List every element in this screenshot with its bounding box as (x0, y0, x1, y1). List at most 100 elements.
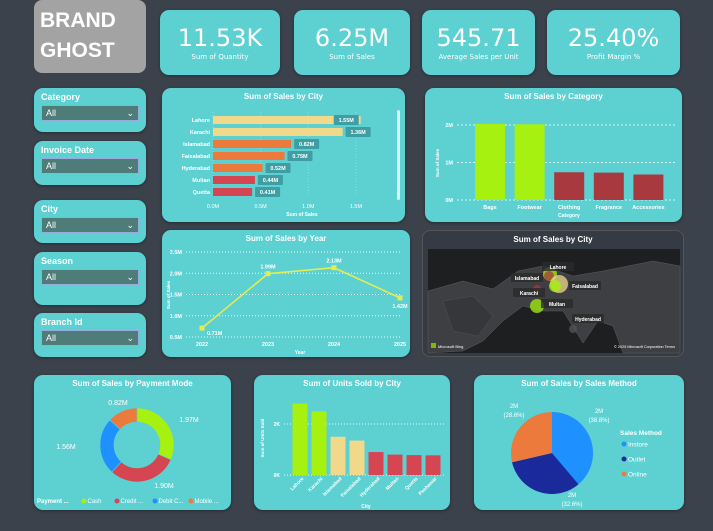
kpi-value: 11.53K (177, 24, 263, 52)
donut-slice (136, 407, 175, 461)
bar (330, 436, 346, 475)
data-label: 0.41M (260, 190, 276, 196)
y-tick-label: 2K (274, 422, 281, 428)
legend-marker (188, 498, 194, 504)
chart-title: Sum of Units Sold by City (303, 379, 401, 388)
x-tick-label: 2023 (262, 342, 274, 348)
city-bubble (530, 299, 544, 313)
invoice-date-dropdown[interactable]: All ⌄ (41, 158, 139, 174)
data-label-bg (257, 175, 283, 185)
legend-label: Instore (628, 442, 648, 449)
data-point (265, 271, 271, 277)
x-tick-label: Hyderabad (359, 476, 382, 499)
y-tick-label: 1.5M (170, 293, 183, 299)
data-label: 1.36M (350, 130, 366, 136)
legend-marker (81, 498, 87, 504)
bar (475, 123, 505, 200)
legend-title: Payment ... (37, 499, 69, 505)
bar (593, 172, 624, 200)
pie-slice (511, 412, 552, 463)
legend-label: Cash (88, 499, 102, 505)
bar (213, 164, 263, 172)
chart-title: Sum of Sales by City (513, 235, 593, 244)
y-tick-label: Faisalabad (182, 154, 210, 160)
legend-marker (114, 498, 120, 504)
data-label: 0.75M (292, 154, 308, 160)
city-label-bg (569, 281, 601, 290)
data-label-bg (294, 139, 320, 149)
legend-marker (152, 498, 158, 504)
bar (633, 174, 664, 200)
kpi-avg-sales-per-unit: 545.71 Average Sales per Unit (422, 10, 535, 75)
legend-label: Credit ... (121, 499, 144, 505)
data-label-bg (333, 115, 359, 125)
y-tick-label: 1M (445, 161, 453, 167)
data-point (331, 265, 337, 271)
map-sales-by-city[interactable]: Sum of Sales by City Lahore Islamabad Fais… (422, 230, 684, 357)
x-axis-title: Category (558, 213, 580, 219)
donut-slice (111, 453, 172, 483)
branch-id-dropdown[interactable]: All ⌄ (41, 330, 139, 346)
city-label-bg (541, 299, 573, 308)
filter-city: City All ⌄ (34, 200, 146, 243)
scrollbar[interactable] (397, 110, 400, 200)
chart-title: Sum of Sales by Sales Method (521, 379, 637, 388)
x-tick-label: 2025 (394, 342, 406, 348)
data-point (199, 325, 205, 331)
bar (213, 116, 361, 124)
y-tick-label: 0K (274, 473, 281, 479)
x-tick-label: Accessories (632, 205, 664, 211)
x-tick-label: Peshawar (418, 476, 439, 497)
chevron-down-icon: ⌄ (126, 107, 134, 118)
city-label: Lahore (550, 265, 567, 271)
chart-sales-by-method: Sum of Sales by Sales Method 2M (38.8%) 2M… (474, 375, 684, 510)
city-dropdown[interactable]: All ⌄ (41, 217, 139, 233)
chevron-down-icon: ⌄ (126, 160, 134, 171)
chart-title: Sum of Sales by Year (245, 234, 327, 243)
x-tick-label: Footwear (517, 205, 542, 211)
map-attribution: Microsoft Bing (438, 344, 463, 349)
data-label: 0.44M (263, 178, 279, 184)
city-bubble (549, 280, 561, 292)
y-tick-label: Islamabad (183, 142, 210, 148)
city-label-bg (542, 262, 574, 271)
data-label: 2.13M (326, 259, 342, 265)
y-tick-label: 2.0M (170, 271, 183, 277)
y-axis-title: Sum of Units Sold (260, 418, 265, 457)
kpi-label: Average Sales per Unit (438, 53, 519, 61)
kpi-value: 6.25M (314, 24, 390, 52)
city-label: Hyderabad (575, 317, 601, 323)
x-tick-label: Karachi (307, 476, 325, 494)
x-axis-title: Year (295, 350, 306, 356)
city-label-bg (511, 273, 543, 282)
dropdown-value: All (46, 333, 57, 343)
city-label: Faisalabad (572, 284, 598, 290)
x-tick-label: 2024 (328, 342, 341, 348)
data-label: 0.52M (270, 166, 286, 172)
pie-slice (512, 453, 579, 494)
filter-category: Category All ⌄ (34, 88, 146, 132)
x-tick-label: Quetta (404, 476, 420, 492)
data-label: 1.55M (339, 118, 355, 124)
bar (311, 411, 327, 475)
x-tick-label: 2022 (196, 342, 208, 348)
brand-line-1: BRAND (40, 9, 116, 32)
bing-logo-icon (431, 343, 436, 348)
filter-label: Branch Id (41, 317, 83, 327)
legend-marker (621, 471, 627, 477)
chart-title: Sum of Sales by Category (504, 92, 603, 101)
data-label: (28.6%) (503, 413, 524, 419)
data-label: (38.8%) (588, 418, 609, 424)
legend-label: Debit C... (159, 499, 184, 505)
category-dropdown[interactable]: All ⌄ (41, 105, 139, 121)
data-label: 0.82M (299, 142, 315, 148)
data-label-bg (265, 163, 291, 173)
x-tick-label: 0.0M (207, 204, 220, 210)
kpi-label: Sum of Quantity (191, 53, 249, 61)
kpi-value: 545.71 (436, 24, 521, 52)
legend-marker (621, 441, 627, 447)
x-tick-label: 0.5M (255, 204, 268, 210)
x-axis-title: Sum of Sales (286, 212, 318, 218)
chart-sales-by-city: Sum of Sales by City 0.0M 0.5M 1.0M 1.5M Sum… (162, 88, 405, 222)
season-dropdown[interactable]: All ⌄ (41, 269, 139, 285)
